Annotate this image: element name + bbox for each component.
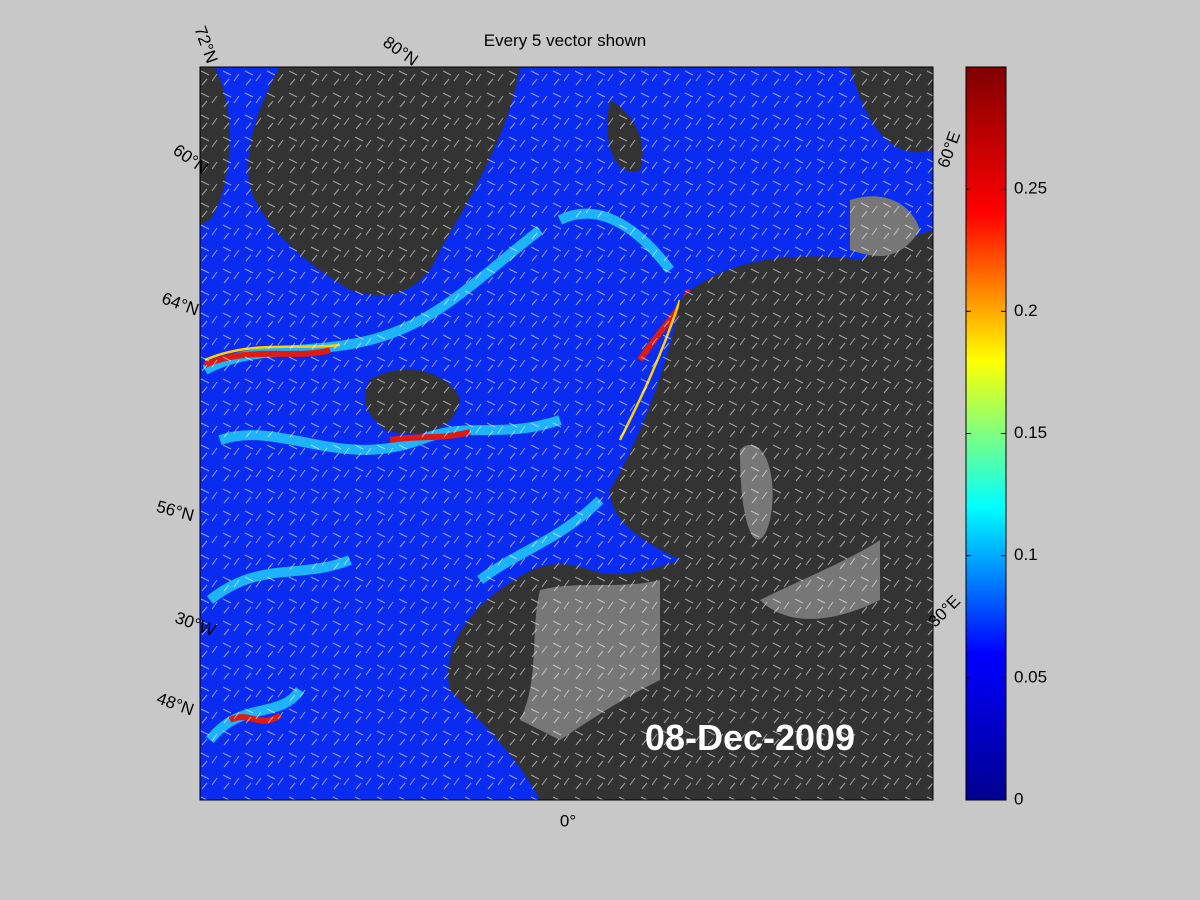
map [200, 67, 933, 800]
grid-label: 72°N [191, 24, 222, 66]
grid-label: 48°N [154, 689, 196, 720]
colorbar [965, 66, 1007, 801]
grid-label: 56°N [154, 497, 196, 525]
colorbar-tick-label: 0.25 [1014, 179, 1047, 198]
grid-label: 60°E [934, 129, 965, 170]
grid-label: 0° [560, 811, 576, 830]
map-frame [199, 66, 934, 801]
date-label: 08-Dec-2009 [645, 717, 855, 758]
grid-label: 64°N [159, 289, 201, 320]
colorbar-tick-label: 0.05 [1014, 667, 1047, 686]
map-title: Every 5 vector shown [484, 31, 647, 50]
colorbar-tick-label: 0 [1014, 789, 1023, 808]
colorbar-tick-label: 0.1 [1014, 545, 1038, 564]
grid-label: 80°N [380, 32, 422, 69]
colorbar-tick-label: 0.2 [1014, 301, 1038, 320]
colorbar-tick-label: 0.15 [1014, 423, 1047, 442]
